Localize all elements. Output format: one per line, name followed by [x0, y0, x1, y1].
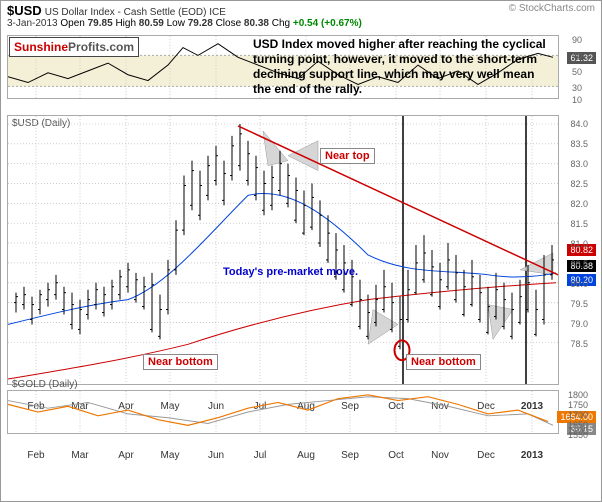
- month-label: May: [161, 450, 180, 461]
- month-label: Sep: [341, 450, 359, 461]
- ticker-name: US Dollar Index - Cash Settle (EOD) ICE: [45, 7, 226, 18]
- gold-panel: $GOLD (Daily) 1664.00 30.15 35.032.530.0…: [7, 390, 559, 434]
- close-value: 80.38: [244, 18, 269, 29]
- chg-value: +0.54 (+0.67%): [293, 18, 362, 29]
- open-value: 79.85: [88, 18, 113, 29]
- month-label: Jun: [208, 450, 224, 461]
- low-value: 79.28: [188, 18, 213, 29]
- ticker-symbol: $USD: [7, 3, 42, 18]
- month-label: Mar: [71, 450, 88, 461]
- month-label: 2013: [521, 450, 543, 461]
- gold-plot: [8, 391, 558, 433]
- chart-date: 3-Jan-2013: [7, 18, 58, 29]
- month-label: Oct: [388, 450, 404, 461]
- high-value: 80.59: [139, 18, 164, 29]
- near-bottom-annotation-2: Near bottom: [406, 354, 481, 370]
- gold-panel-title: $GOLD (Daily): [12, 379, 78, 390]
- chart-container: $USD US Dollar Index - Cash Settle (EOD)…: [0, 0, 602, 502]
- month-label: Apr: [118, 450, 134, 461]
- price-panel: $USD (Daily) 80.82 80.38 80.20 84.083.58…: [7, 115, 559, 385]
- attribution: © StockCharts.com: [509, 3, 595, 14]
- near-bottom-annotation-1: Near bottom: [143, 354, 218, 370]
- month-label: Feb: [27, 450, 44, 461]
- watermark-logo: SunshineProfits.com: [9, 37, 139, 57]
- month-label: Aug: [297, 450, 315, 461]
- near-top-annotation: Near top: [320, 148, 375, 164]
- ohlc-row: 3-Jan-2013 Open 79.85 High 80.59 Low 79.…: [7, 18, 595, 29]
- premarket-annotation: Today's pre-market move.: [223, 266, 358, 278]
- month-label: Dec: [477, 450, 495, 461]
- commentary-text: USD Index moved higher after reaching th…: [253, 37, 553, 97]
- price-plot: [8, 116, 558, 384]
- month-label: Nov: [431, 450, 449, 461]
- chart-header: $USD US Dollar Index - Cash Settle (EOD)…: [1, 1, 601, 31]
- month-label: Jul: [254, 450, 267, 461]
